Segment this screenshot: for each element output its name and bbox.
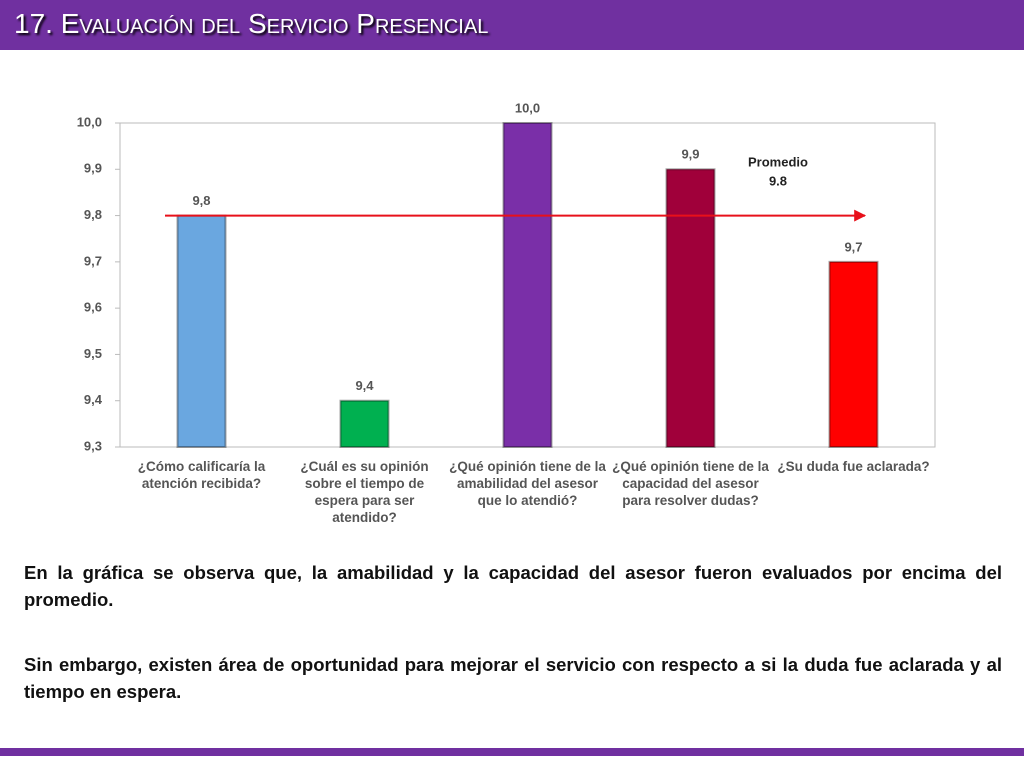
value-label: 9,4 <box>355 378 374 393</box>
value-label: 10,0 <box>515 100 540 115</box>
header: 17. Evaluación del Servicio Presencial <box>0 0 1024 50</box>
y-tick-label: 9,4 <box>84 392 103 407</box>
bar <box>828 260 879 448</box>
y-tick-label: 9,7 <box>84 253 102 268</box>
y-tick-label: 9,9 <box>84 161 102 176</box>
footer-bar <box>0 748 1024 756</box>
x-tick-label: ¿Cómo calificaría la atención recibida? <box>137 459 266 491</box>
paragraph: Sin embargo, existen área de oportunidad… <box>24 654 1002 702</box>
x-tick-label: ¿Su duda fue aclarada? <box>777 459 930 474</box>
y-tick-label: 9,8 <box>84 207 102 222</box>
value-label: 9,7 <box>844 239 862 254</box>
average-label: Promedio <box>748 154 808 169</box>
bar <box>339 399 390 449</box>
x-tick-label: ¿Cuál es su opinión sobre el tiempo de e… <box>300 459 429 525</box>
y-tick-label: 9,3 <box>84 438 102 453</box>
bar <box>176 214 227 448</box>
bar <box>502 122 553 448</box>
y-tick-label: 9,5 <box>84 346 102 361</box>
y-tick-label: 10,0 <box>77 114 102 129</box>
bar <box>665 168 716 449</box>
title: 17. Evaluación del Servicio Presencial <box>14 8 489 39</box>
average-value: 9.8 <box>769 173 787 188</box>
value-label: 9,9 <box>681 147 699 162</box>
x-tick-label: ¿Qué opinión tiene de la capacidad del a… <box>612 459 769 508</box>
paragraph: En la gráfica se observa que, la amabili… <box>24 562 1002 610</box>
x-tick-label: ¿Qué opinión tiene de la amabilidad del … <box>449 459 606 508</box>
value-label: 9,8 <box>192 193 210 208</box>
y-tick-label: 9,6 <box>84 300 102 315</box>
